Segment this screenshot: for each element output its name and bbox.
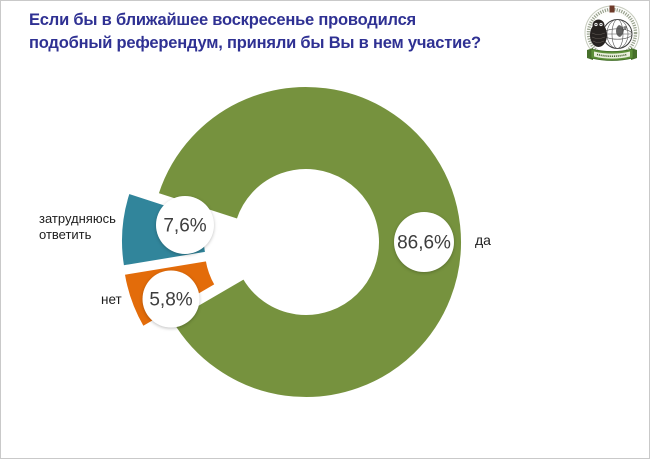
percent-value-1: 5,8% xyxy=(149,290,192,311)
slice-label-da: да xyxy=(475,232,491,248)
owl-icon xyxy=(590,19,607,47)
page-title: Если бы в ближайшее воскресенье проводил… xyxy=(29,9,481,55)
title-line-2: подобный референдум, приняли бы Вы в нем… xyxy=(29,34,481,52)
percent-bubble-0 xyxy=(394,212,454,272)
percent-value-0: 86,6% xyxy=(397,233,451,254)
university-emblem-logo xyxy=(584,5,640,61)
percent-bubble-1 xyxy=(142,270,200,328)
slice-label-net: нет xyxy=(101,292,122,307)
donut-slice-0 xyxy=(156,85,463,399)
slice-label-zatrudnyayus-otvetit: затрудняюсь ответить xyxy=(39,211,116,242)
percent-bubble-2 xyxy=(156,196,214,254)
percent-value-2: 7,6% xyxy=(163,216,206,237)
title-line-1: Если бы в ближайшее воскресенье проводил… xyxy=(29,11,416,29)
ribbon-banner-icon xyxy=(587,48,637,61)
globe-icon xyxy=(602,19,633,49)
emblem-top-shield xyxy=(609,5,615,13)
